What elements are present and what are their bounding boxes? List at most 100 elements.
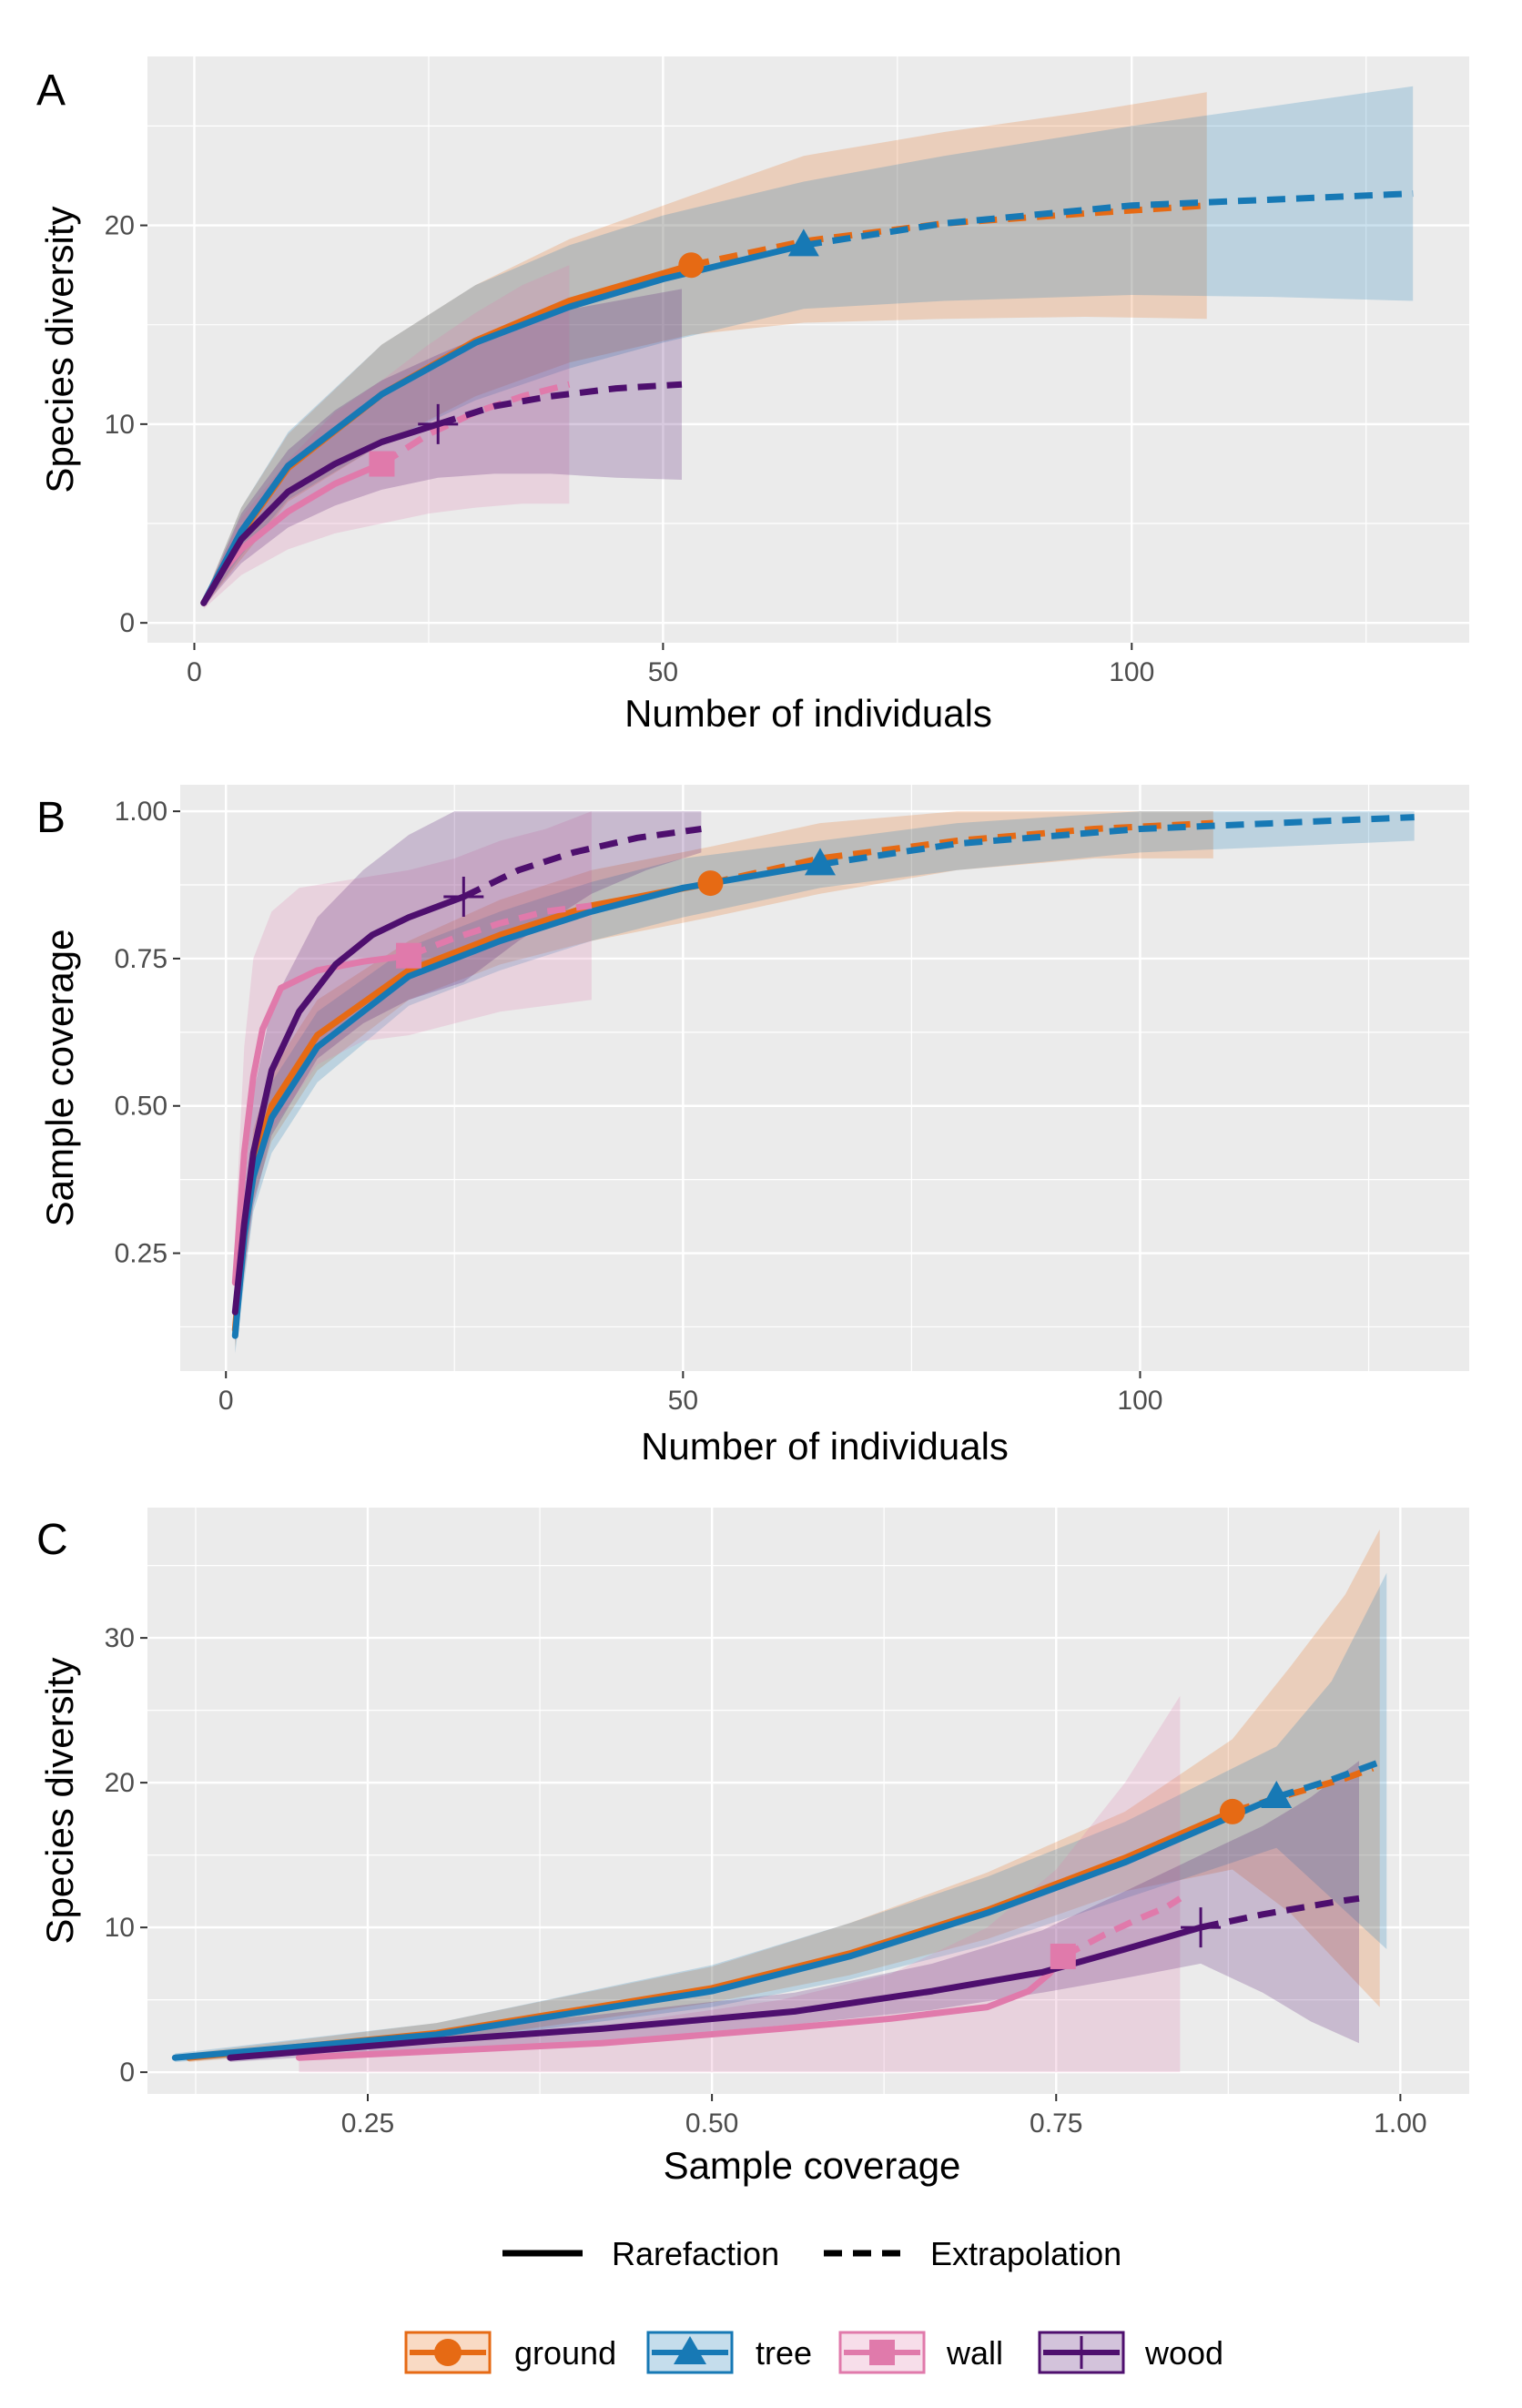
panel-b-curves [231, 814, 1415, 1339]
panel-a-wood-rarefaction-line [200, 421, 441, 606]
panel-c-curves [171, 1756, 1388, 2061]
panel-c-wood-observed-marker [1181, 1907, 1222, 1948]
linetype-legend: Rarefaction Extrapolation [502, 2235, 1121, 2272]
panel-a-plot-background [147, 56, 1469, 643]
legend-tree-label: tree [756, 2334, 812, 2372]
panel-c-wall-rarefaction-line [295, 1953, 1067, 2061]
panel-b-x-axis-title: Number of individuals [641, 1425, 1009, 1468]
panel-b-x-tick-label: 0 [218, 1386, 234, 1416]
panel-b-x-tick-label: 100 [1117, 1386, 1162, 1416]
panel-c-x-axis-title: Sample coverage [664, 2144, 961, 2187]
panel-c-ground-observed-marker [1219, 1798, 1245, 1824]
panel-c-wood-rarefaction-line [227, 1924, 1204, 2061]
panel-c-wood-confidence-band [229, 1761, 1359, 2062]
panel-c-axis-ticks: 0.25 0.50 0.75 1.00 0 10 20 30 [105, 1623, 1427, 2139]
panel-b-wall-extrapolation-line [407, 902, 593, 959]
panel-a-wall-confidence-band [203, 265, 570, 609]
panel-c-x-tick-label: 0.75 [1030, 2108, 1082, 2139]
panel-b-y-axis-title: Sample coverage [38, 930, 81, 1227]
panel-b-observed-markers [396, 848, 836, 969]
panel-a-y-axis-title: Species diversity [38, 206, 81, 493]
panel-a-y-tick-label: 0 [119, 608, 135, 638]
panel-c-wall-confidence-band [299, 1695, 1181, 2073]
panel-a-ground-observed-marker [678, 252, 705, 279]
panel-a-curves [200, 190, 1414, 606]
panel-a-x-tick-label: 50 [648, 657, 678, 687]
panel-b-wood-extrapolation-line [462, 826, 702, 900]
panel-c-wall-extrapolation-line [1061, 1895, 1182, 1959]
panel-a-gridlines [147, 56, 1469, 643]
panel-c: C 0.25 0.50 0.75 1.00 0 10 20 30 Sample coverag… [36, 1508, 1469, 2187]
legend-wall-label: wall [946, 2334, 1003, 2372]
panel-b-ground-extrapolation-line [709, 819, 1213, 887]
panel-a-y-tick-label: 10 [105, 410, 135, 440]
panel-a-x-axis-title: Number of individuals [624, 692, 992, 735]
panel-c-gridlines [147, 1508, 1469, 2094]
panel-a-tree-confidence-band [203, 86, 1414, 607]
legend-ground-label: ground [514, 2334, 616, 2372]
panel-c-confidence-bands [175, 1529, 1387, 2073]
panel-a-x-tick-label: 100 [1109, 657, 1154, 687]
legend-wood-label: wood [1144, 2334, 1223, 2372]
panel-b-wood-observed-marker [443, 876, 484, 917]
panel-b-axis-ticks: 0 50 100 0.25 0.50 0.75 1.00 [115, 797, 1163, 1416]
legend-tree-triangle-marker [674, 2336, 706, 2364]
panel-c-y-tick-label: 20 [105, 1768, 135, 1798]
panel-a-wall-extrapolation-line [380, 381, 571, 467]
legend-ground-circle-marker [434, 2339, 462, 2366]
panel-c-y-tick-label: 30 [105, 1623, 135, 1653]
panel-a-letter: A [36, 66, 66, 115]
panel-a-observed-markers [369, 229, 819, 477]
panel-a-x-tick-label: 0 [187, 657, 202, 687]
panel-b-wall-rarefaction-line [231, 952, 412, 1286]
panel-c-ground-confidence-band [188, 1529, 1380, 2062]
legend-wall: wall [838, 2331, 1003, 2374]
panel-c-tree-extrapolation-line [1275, 1756, 1388, 1801]
panel-a-y-tick-label: 20 [105, 211, 135, 241]
panel-a-wood-extrapolation-line [437, 381, 683, 428]
panel-b-y-tick-label: 1.00 [115, 797, 167, 827]
panel-b-tree-observed-marker [804, 848, 836, 876]
panel-a: A 0 50 100 0 10 20 Number of individuals Spec… [36, 56, 1469, 735]
panel-b-ground-observed-marker [697, 870, 724, 897]
panel-a-wood-observed-marker [418, 403, 459, 444]
panel-a-tree-extrapolation-line [803, 190, 1414, 249]
panel-c-x-tick-label: 0.50 [685, 2108, 738, 2139]
panel-c-x-tick-label: 0.25 [341, 2108, 394, 2139]
legend-tree: tree [646, 2331, 812, 2374]
panel-c-tree-rarefaction-line [171, 1793, 1280, 2061]
panel-b-y-tick-label: 0.75 [115, 944, 167, 974]
panel-a-wall-observed-marker [369, 451, 395, 477]
panel-b-plot-background [180, 785, 1469, 1371]
panel-b-y-tick-label: 0.50 [115, 1092, 167, 1122]
panel-b-wood-rarefaction-line [231, 893, 467, 1316]
legend-rarefaction-label: Rarefaction [612, 2235, 779, 2272]
panel-c-x-tick-label: 1.00 [1374, 2108, 1426, 2139]
panel-b-gridlines [180, 785, 1469, 1371]
panel-b-tree-extrapolation-line [819, 814, 1415, 868]
panel-c-observed-markers [1050, 1781, 1293, 1969]
panel-b: B 0 50 100 0.25 0.50 0.75 1.00 Number of indiv… [36, 785, 1469, 1468]
panel-b-tree-confidence-band [235, 811, 1415, 1354]
panel-a-tree-rarefaction-line [200, 241, 807, 606]
legend-ground: ground [404, 2331, 616, 2374]
panel-c-wall-observed-marker [1050, 1943, 1076, 1969]
panel-c-y-axis-title: Species diversity [38, 1657, 81, 1944]
panel-c-tree-confidence-band [175, 1572, 1387, 2062]
panel-b-y-tick-label: 0.25 [115, 1239, 167, 1269]
panel-c-tree-observed-marker [1261, 1781, 1293, 1809]
panel-c-y-tick-label: 10 [105, 1913, 135, 1943]
panel-c-wood-extrapolation-line [1200, 1895, 1360, 1931]
panel-a-tree-observed-marker [787, 229, 819, 257]
panel-a-axis-ticks: 0 50 100 0 10 20 [105, 211, 1155, 687]
legend-wood: wood [1038, 2331, 1223, 2374]
panel-b-x-tick-label: 50 [668, 1386, 698, 1416]
panel-b-letter: B [36, 794, 66, 842]
legend-extrapolation-label: Extrapolation [930, 2235, 1121, 2272]
legend-wall-square-marker [869, 2340, 895, 2365]
panel-b-wood-confidence-band [235, 811, 702, 1342]
panel-b-wall-observed-marker [396, 942, 422, 969]
panel-c-letter: C [36, 1516, 68, 1564]
panel-c-y-tick-label: 0 [119, 2057, 135, 2088]
